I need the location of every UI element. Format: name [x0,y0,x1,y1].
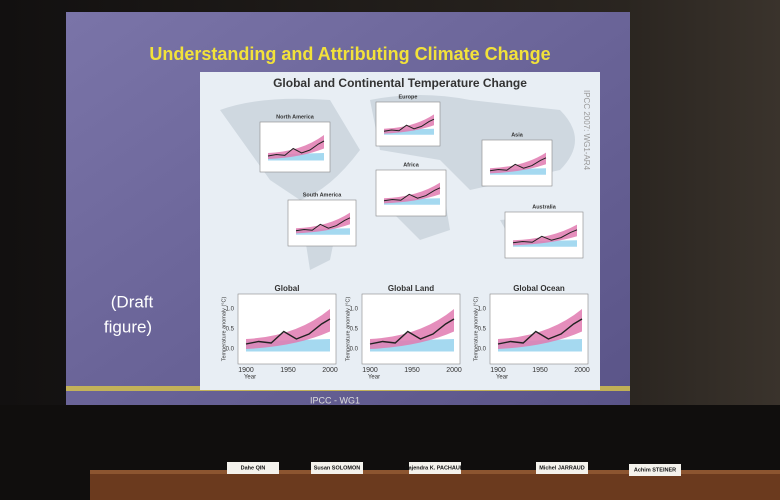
nameplate-text: Rajendra K. PACHAURI [405,465,466,471]
x-tick-label: 1900 [238,367,254,374]
x-tick-label: 1950 [280,367,296,374]
x-axis-label: Year [496,375,508,381]
y-tick-label: 0.5 [350,327,359,333]
y-axis-label: Temperature anomaly (°C) [473,297,479,362]
panel-label: Australia [532,204,556,210]
x-tick-label: 1900 [362,367,378,374]
y-tick-label: 0.0 [350,347,359,353]
y-axis-label: Temperature anomaly (°C) [345,297,351,362]
slide-note: figure) [104,317,152,336]
panel-label: Global [275,284,300,293]
observed-line [512,229,578,244]
nameplate [536,462,588,474]
figure-credit: IPCC 2007: WG1-AR4 [582,90,591,171]
slide-title: Understanding and Attributing Climate Ch… [149,44,550,64]
model-band-total [490,152,546,174]
model-band-total [384,182,440,204]
model-band-total [268,135,324,159]
model-band-total [246,309,330,349]
model-band-total [513,224,577,246]
panel-label: Asia [511,132,524,138]
observed-line [497,318,583,345]
model-band-total [384,114,434,134]
observed-line [295,217,351,232]
x-tick-label: 2000 [574,367,590,374]
x-tick-label: 1950 [532,367,548,374]
slide-footer: IPCC - WG1 [310,395,360,405]
model-band-total [370,309,454,349]
panel-label: Global Ocean [513,284,565,293]
x-tick-label: 1900 [490,367,506,374]
y-tick-label: 1.0 [226,307,235,313]
y-tick-label: 1.0 [478,307,487,313]
panel-label: Global Land [388,284,434,293]
observed-line [267,140,325,157]
observed-line [369,318,455,345]
y-tick-label: 1.0 [350,307,359,313]
figure-title: Global and Continental Temperature Chang… [273,76,527,90]
y-tick-label: 0.5 [226,327,235,333]
slide-note: (Draft [111,292,154,311]
nameplate-text: Dahe QIN [241,465,266,471]
nameplate [629,464,681,476]
observed-line [383,187,441,202]
x-tick-label: 2000 [446,367,462,374]
observed-line [383,118,435,132]
y-tick-label: 0.0 [226,347,235,353]
x-tick-label: 1950 [404,367,420,374]
panel-label: South America [303,192,343,198]
nameplate [311,462,363,474]
nameplate-text: Achim STEINER [634,467,676,473]
model-band-total [296,212,350,234]
observed-line [245,318,331,345]
panel-label: Africa [403,162,420,168]
x-axis-label: Year [244,375,256,381]
y-axis-label: Temperature anomaly (°C) [221,297,227,362]
nameplate-text: Michel JARRAUD [539,465,585,471]
x-tick-label: 2000 [322,367,338,374]
nameplate [409,462,461,474]
panel-label: North America [276,114,315,120]
model-band-total [498,309,582,349]
observed-line [489,157,547,172]
y-tick-label: 0.5 [478,327,487,333]
nameplate [227,462,279,474]
panel-label: Europe [399,94,418,100]
nameplate-text: Susan SOLOMON [314,465,360,471]
y-tick-label: 0.0 [478,347,487,353]
x-axis-label: Year [368,375,380,381]
